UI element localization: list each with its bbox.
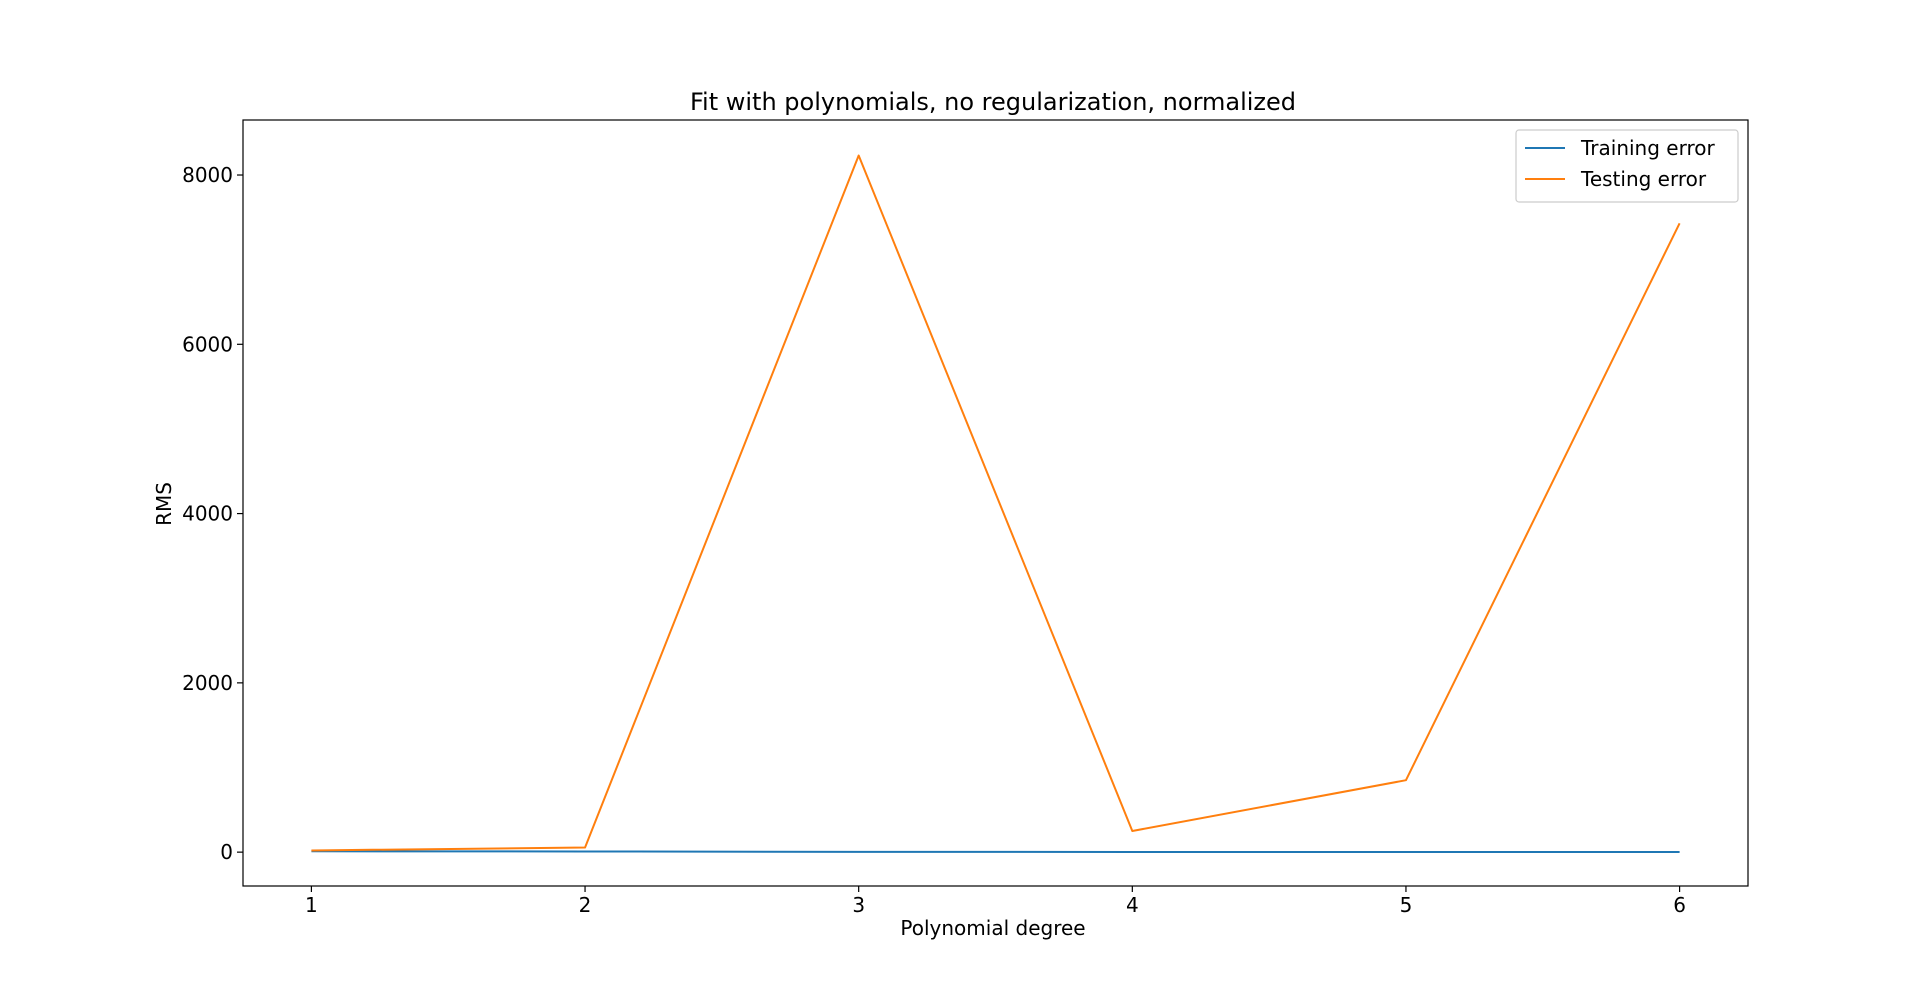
plot-frame xyxy=(242,119,1749,887)
series-line-testing-error xyxy=(311,154,1681,852)
x-tick-label: 2 xyxy=(579,893,592,917)
x-tick-label: 1 xyxy=(305,893,318,917)
x-tick-label: 3 xyxy=(852,893,865,917)
x-tick-label: 6 xyxy=(1673,893,1686,917)
series-line-training-error xyxy=(311,850,1680,854)
legend-box xyxy=(1515,129,1739,203)
x-axis-label: Polynomial degree xyxy=(900,916,1085,940)
y-tick-label: 2000 xyxy=(182,671,233,695)
y-axis-label: RMS xyxy=(152,482,176,526)
legend-label: Training error xyxy=(1580,136,1715,160)
x-tick-label: 5 xyxy=(1400,893,1413,917)
x-tick-label: 4 xyxy=(1126,893,1139,917)
y-tick-label: 0 xyxy=(220,840,233,864)
legend: Training error Testing error xyxy=(1515,129,1739,203)
y-tick-label: 4000 xyxy=(182,502,233,526)
chart-title: Fit with polynomials, no regularization,… xyxy=(690,88,1296,116)
y-tick-label: 6000 xyxy=(182,332,233,356)
y-tick-label: 8000 xyxy=(182,163,233,187)
plot-area: 1 2 3 4 5 6 0 2000 4000 6000 8000 xyxy=(182,119,1749,917)
legend-label: Testing error xyxy=(1580,167,1707,191)
